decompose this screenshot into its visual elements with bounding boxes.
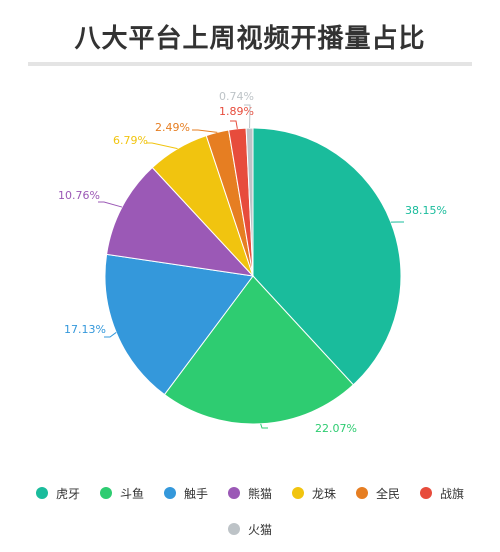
legend-swatch-icon	[228, 523, 240, 535]
legend-swatch-icon	[292, 487, 304, 499]
legend-swatch-icon	[228, 487, 240, 499]
legend-item-虎牙[interactable]: 虎牙	[36, 485, 80, 502]
data-label-触手: 17.13%	[64, 323, 106, 336]
legend-item-斗鱼[interactable]: 斗鱼	[100, 485, 144, 502]
legend: 虎牙 斗鱼 触手 熊猫 龙珠 全民 战旗 火猫	[0, 480, 500, 552]
leader-line-斗鱼	[261, 424, 268, 428]
legend-label: 虎牙	[56, 485, 80, 502]
data-label-全民: 2.49%	[155, 121, 190, 134]
pie-chart: 38.15% 22.07% 17.13% 10.76% 6.79% 2.49% 1.89% 0…	[0, 0, 500, 470]
data-label-龙珠: 6.79%	[113, 134, 148, 147]
leader-line-熊猫	[98, 202, 122, 207]
data-label-战旗: 1.89%	[219, 105, 254, 118]
legend-label: 触手	[184, 485, 208, 502]
legend-label: 龙珠	[312, 485, 336, 502]
legend-item-火猫[interactable]: 火猫	[228, 521, 272, 538]
legend-item-熊猫[interactable]: 熊猫	[228, 485, 272, 502]
data-label-火猫: 0.74%	[219, 90, 254, 103]
legend-label: 斗鱼	[120, 485, 144, 502]
legend-row-1: 虎牙 斗鱼 触手 熊猫 龙珠 全民 战旗	[0, 480, 500, 506]
legend-swatch-icon	[420, 487, 432, 499]
legend-label: 火猫	[248, 521, 272, 538]
legend-item-全民[interactable]: 全民	[356, 485, 400, 502]
leader-line-战旗	[230, 121, 237, 129]
leader-line-全民	[192, 130, 217, 132]
legend-label: 战旗	[440, 485, 464, 502]
data-label-虎牙: 38.15%	[405, 204, 447, 217]
legend-row-2: 火猫	[0, 516, 500, 542]
legend-swatch-icon	[164, 487, 176, 499]
data-label-斗鱼: 22.07%	[315, 422, 357, 435]
legend-label: 全民	[376, 485, 400, 502]
legend-label: 熊猫	[248, 485, 272, 502]
legend-item-战旗[interactable]: 战旗	[420, 485, 464, 502]
legend-item-龙珠[interactable]: 龙珠	[292, 485, 336, 502]
legend-swatch-icon	[100, 487, 112, 499]
legend-swatch-icon	[356, 487, 368, 499]
leader-line-龙珠	[146, 143, 178, 149]
data-label-熊猫: 10.76%	[58, 189, 100, 202]
legend-item-触手[interactable]: 触手	[164, 485, 208, 502]
legend-swatch-icon	[36, 487, 48, 499]
